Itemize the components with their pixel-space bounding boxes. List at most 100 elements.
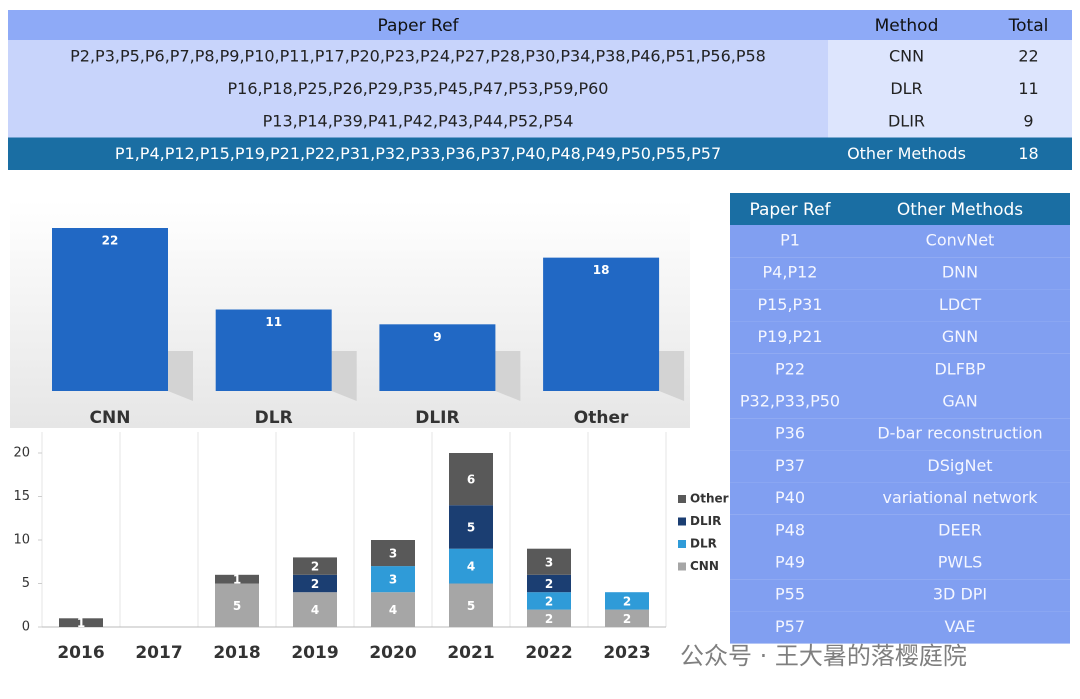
- y-tick-label: 0: [22, 620, 30, 635]
- table-cell: [985, 40, 1072, 73]
- table-cell: [730, 321, 850, 354]
- cell-text: 11: [1018, 79, 1038, 98]
- x-tick-label: 2018: [213, 643, 260, 663]
- table-cell: [850, 289, 1070, 322]
- legend-label: CNN: [690, 559, 719, 573]
- bar-segment: [527, 574, 571, 593]
- value-label: 5: [467, 599, 475, 613]
- cell-text: 18: [1018, 144, 1038, 163]
- table-cell: [850, 353, 1070, 386]
- y-tick-label: 15: [13, 489, 30, 504]
- x-tick-label: 2020: [369, 643, 416, 663]
- table-cell: [850, 257, 1070, 290]
- cell-text: 22: [1018, 47, 1038, 66]
- cell-text: P55: [775, 585, 805, 604]
- value-label: 2: [623, 612, 631, 626]
- value-label: 5: [233, 599, 241, 613]
- cell-text: 3D DPI: [933, 585, 987, 604]
- cell-text: P49: [775, 553, 805, 572]
- value-label: 2: [545, 612, 553, 626]
- legend-label: Other: [690, 492, 729, 506]
- header-cell: [730, 193, 850, 225]
- table-cell: [850, 450, 1070, 483]
- legend-label: DLR: [690, 537, 717, 551]
- table-cell: [730, 482, 850, 515]
- table-cell: [730, 386, 850, 419]
- table-cell: [8, 137, 828, 170]
- table-cell: [828, 72, 985, 105]
- bar-segment: [605, 609, 649, 627]
- bar-segment: [449, 583, 493, 627]
- table-cell: [730, 289, 850, 322]
- legend-swatch: [678, 540, 686, 548]
- table-cell: [730, 579, 850, 612]
- table-cell: [730, 257, 850, 290]
- value-label: 2: [545, 577, 553, 591]
- bar: [543, 257, 660, 391]
- x-tick-label: DLR: [255, 408, 293, 428]
- cell-text: DLFBP: [934, 359, 985, 378]
- x-tick-label: 2021: [447, 643, 494, 663]
- table-cell: [730, 450, 850, 483]
- table-cell: [730, 547, 850, 580]
- value-label: 3: [389, 573, 397, 587]
- x-tick-label: Other: [574, 408, 629, 428]
- table-cell: [8, 72, 828, 105]
- table-cell: [985, 137, 1072, 170]
- cell-text: Other Methods: [847, 144, 966, 163]
- legend-swatch: [678, 562, 686, 571]
- table-cell: [8, 40, 828, 73]
- cell-text: ConvNet: [926, 231, 995, 250]
- cell-text: LDCT: [939, 295, 981, 314]
- y-tick-label: 10: [13, 533, 30, 548]
- cell-text: P1,P4,P12,P15,P19,P21,P22,P31,P32,P33,P3…: [115, 144, 721, 163]
- value-label: 3: [545, 555, 553, 569]
- bar-segment: [371, 592, 415, 627]
- value-label: 6: [467, 473, 475, 487]
- cell-text: P32,P33,P50: [740, 392, 840, 411]
- value-label: 2: [311, 560, 319, 574]
- x-tick-label: 2019: [291, 643, 338, 663]
- table-cell: [850, 321, 1070, 354]
- bar-segment: [449, 505, 493, 549]
- x-tick-label: CNN: [90, 408, 131, 428]
- legend-swatch: [678, 517, 686, 526]
- bar-segment: [293, 557, 337, 575]
- value-label: 22: [102, 234, 119, 248]
- cell-text: P40: [775, 488, 805, 507]
- cell-text: P36: [775, 424, 805, 443]
- x-tick-label: DLIR: [415, 408, 459, 428]
- table-cell: [850, 514, 1070, 547]
- table-cell: [850, 547, 1070, 580]
- cell-text: CNN: [889, 47, 924, 66]
- bar-segment: [215, 583, 259, 627]
- header-text: Paper Ref: [377, 16, 459, 36]
- bar-segment: [215, 574, 259, 584]
- bar-shadow: [331, 351, 357, 401]
- bar-segment: [527, 592, 571, 610]
- bar-segment: [449, 453, 493, 506]
- table-cell: [850, 225, 1070, 258]
- header-text: Other Methods: [897, 200, 1023, 220]
- value-label: 1: [77, 616, 85, 630]
- cell-text: P2,P3,P5,P6,P7,P8,P9,P10,P11,P17,P20,P23…: [70, 47, 766, 66]
- table-cell: [850, 418, 1070, 451]
- table-cell: [985, 72, 1072, 105]
- cell-text: P4,P12: [763, 263, 818, 282]
- cell-text: P57: [775, 617, 805, 636]
- bar-segment: [449, 548, 493, 584]
- value-label: 3: [389, 547, 397, 561]
- cell-text: DLIR: [888, 112, 925, 131]
- table-cell: [828, 105, 985, 138]
- cell-text: D-bar reconstruction: [877, 424, 1042, 443]
- bar: [215, 309, 332, 391]
- bar-segment: [59, 618, 103, 627]
- cell-text: DNN: [942, 263, 978, 282]
- x-tick-label: 2022: [525, 643, 572, 663]
- table-cell: [828, 40, 985, 73]
- header-cell: [850, 193, 1070, 225]
- value-label: 4: [467, 560, 475, 574]
- cell-text: variational network: [882, 488, 1038, 507]
- value-label: 2: [311, 577, 319, 591]
- value-label: 11: [265, 315, 282, 329]
